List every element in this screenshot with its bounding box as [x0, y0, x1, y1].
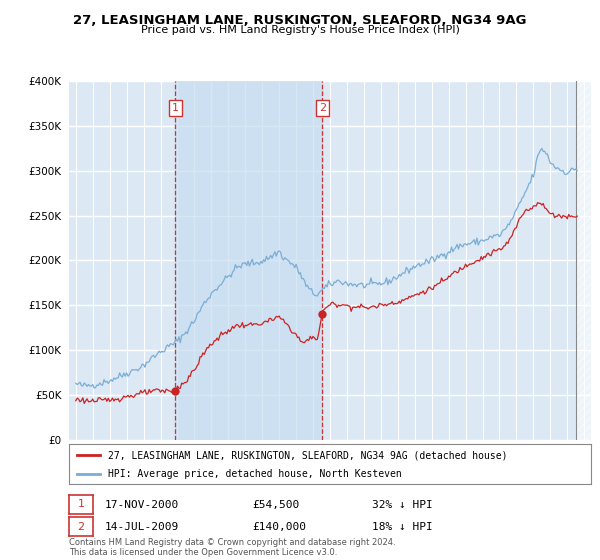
- Text: 2: 2: [319, 103, 326, 113]
- Text: HPI: Average price, detached house, North Kesteven: HPI: Average price, detached house, Nort…: [108, 469, 402, 479]
- Text: £54,500: £54,500: [252, 500, 299, 510]
- Text: 27, LEASINGHAM LANE, RUSKINGTON, SLEAFORD, NG34 9AG (detached house): 27, LEASINGHAM LANE, RUSKINGTON, SLEAFOR…: [108, 450, 508, 460]
- Text: Price paid vs. HM Land Registry's House Price Index (HPI): Price paid vs. HM Land Registry's House …: [140, 25, 460, 35]
- Text: 18% ↓ HPI: 18% ↓ HPI: [372, 522, 433, 532]
- Text: 32% ↓ HPI: 32% ↓ HPI: [372, 500, 433, 510]
- Text: 2: 2: [77, 522, 85, 531]
- Text: 27, LEASINGHAM LANE, RUSKINGTON, SLEAFORD, NG34 9AG: 27, LEASINGHAM LANE, RUSKINGTON, SLEAFOR…: [73, 14, 527, 27]
- Text: 17-NOV-2000: 17-NOV-2000: [105, 500, 179, 510]
- Text: 14-JUL-2009: 14-JUL-2009: [105, 522, 179, 532]
- Bar: [576, 81, 591, 440]
- Bar: [175, 81, 322, 440]
- Text: Contains HM Land Registry data © Crown copyright and database right 2024.
This d: Contains HM Land Registry data © Crown c…: [69, 538, 395, 557]
- Text: £140,000: £140,000: [252, 522, 306, 532]
- Text: 1: 1: [77, 500, 85, 509]
- Text: 1: 1: [172, 103, 179, 113]
